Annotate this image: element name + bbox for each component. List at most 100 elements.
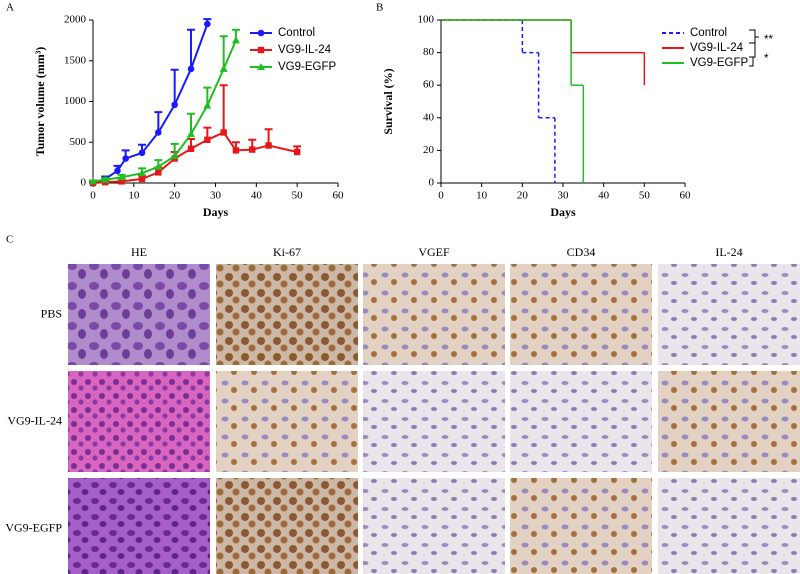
series-line	[92, 39, 237, 183]
marker	[138, 169, 146, 177]
y-tick-label: 0	[81, 177, 87, 189]
micrograph	[68, 264, 210, 365]
x-tick-label: 20	[517, 190, 529, 202]
y-tick-label: 500	[70, 136, 87, 148]
error-bar	[154, 111, 163, 133]
significance-bracket	[749, 57, 754, 67]
error-bar	[219, 35, 228, 69]
marker	[114, 167, 121, 175]
x-axis-label: Days	[550, 205, 576, 219]
micrograph	[658, 264, 800, 365]
x-tick-label: 40	[598, 190, 610, 202]
y-axis-label: Survival (%)	[381, 68, 395, 134]
marker	[257, 63, 265, 70]
x-tick-label: 60	[333, 190, 345, 202]
marker	[265, 142, 272, 149]
micrograph	[363, 371, 505, 472]
marker	[249, 146, 256, 153]
micrograph	[363, 264, 505, 365]
y-tick-label: 100	[418, 14, 435, 26]
column-header: VGEF	[418, 245, 450, 259]
marker	[118, 178, 125, 185]
marker	[155, 129, 162, 136]
marker	[220, 129, 227, 136]
x-tick-label: 10	[476, 190, 488, 202]
marker	[117, 173, 126, 181]
error-bar	[187, 28, 195, 69]
marker	[204, 20, 211, 28]
marker	[122, 155, 129, 162]
micrograph	[216, 371, 358, 472]
legend-label: VG9-IL-24	[278, 44, 332, 56]
micrograph	[510, 371, 652, 472]
marker	[170, 152, 179, 160]
legend-label: Control	[690, 27, 727, 39]
marker	[204, 136, 211, 144]
y-axis-label: Tumor volume (mm³)	[33, 47, 47, 157]
marker	[187, 130, 195, 138]
x-tick-label: 30	[558, 190, 570, 202]
legend-label: VG9-IL-24	[690, 42, 744, 54]
marker	[219, 64, 228, 72]
error-bar	[170, 68, 179, 105]
x-tick-label: 10	[128, 190, 140, 202]
column-header: HE	[131, 245, 147, 259]
column-header: Ki-67	[273, 245, 301, 259]
x-tick-label: 60	[680, 190, 692, 202]
marker	[231, 36, 240, 44]
row-label: VG9-EGFP	[5, 520, 62, 534]
panel-label: C	[6, 234, 13, 246]
x-tick-label: 50	[292, 190, 304, 202]
micrograph	[216, 478, 358, 574]
panel-label: B	[376, 2, 383, 14]
x-tick-label: 40	[251, 190, 263, 202]
significance-label: *	[764, 53, 769, 65]
marker	[257, 29, 265, 37]
row-label: PBS	[41, 306, 62, 320]
y-tick-label: 0	[429, 177, 435, 189]
marker	[138, 175, 146, 183]
y-tick-label: 80	[423, 46, 435, 58]
marker	[293, 148, 301, 156]
x-tick-label: 20	[169, 190, 181, 202]
x-tick-label: 0	[438, 190, 444, 202]
micrograph	[658, 371, 800, 472]
marker	[154, 162, 163, 170]
legend-label: Control	[278, 27, 315, 39]
panel-label: A	[6, 2, 14, 14]
micrograph	[510, 478, 652, 574]
legend-label: VG9-EGFP	[278, 61, 336, 73]
x-tick-label: 50	[639, 190, 651, 202]
marker	[89, 177, 97, 185]
column-header: IL-24	[715, 245, 742, 259]
significance-bracket	[749, 29, 759, 58]
x-axis-label: Days	[203, 205, 229, 219]
micrograph	[68, 478, 210, 574]
marker	[155, 169, 162, 176]
micrograph	[216, 264, 358, 365]
marker	[171, 101, 178, 109]
error-bar	[219, 84, 228, 133]
legend-label: VG9-EGFP	[690, 57, 748, 69]
marker	[232, 147, 240, 154]
y-tick-label: 1000	[64, 95, 87, 107]
column-header: CD34	[567, 245, 596, 259]
y-tick-label: 20	[423, 144, 435, 156]
row-label: VG9-IL-24	[7, 413, 62, 427]
marker	[257, 46, 265, 54]
y-tick-label: 40	[423, 111, 435, 123]
micrograph	[658, 478, 800, 574]
x-tick-label: 30	[210, 190, 222, 202]
y-tick-label: 1500	[64, 54, 87, 66]
marker	[187, 65, 195, 73]
y-tick-label: 60	[423, 79, 435, 91]
micrograph	[510, 264, 652, 365]
marker	[203, 101, 212, 109]
marker	[187, 145, 195, 152]
micrograph	[68, 371, 210, 472]
significance-label: **	[764, 34, 773, 46]
y-tick-label: 2000	[64, 14, 87, 26]
marker	[138, 149, 146, 157]
x-tick-label: 0	[90, 190, 96, 202]
